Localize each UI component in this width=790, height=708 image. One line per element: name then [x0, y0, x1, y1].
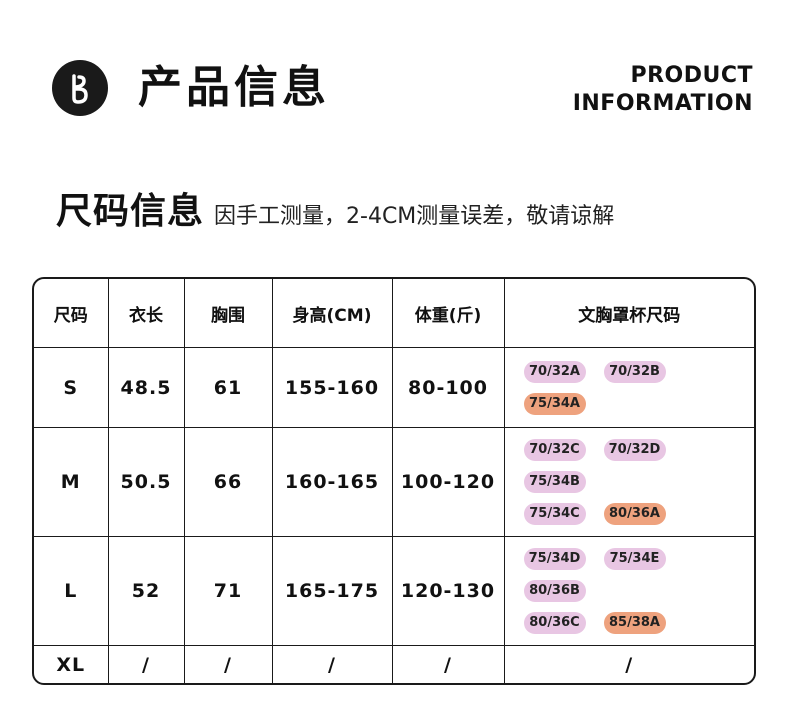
bra-size-badge: 80/36B [523, 580, 586, 602]
bra-size-badge: 75/34E [603, 548, 666, 570]
header-bra-size: 文胸罩杯尺码 [503, 279, 754, 348]
header-bust: 胸围 [183, 279, 273, 348]
weight-cell: 120-130 [391, 536, 505, 646]
size-cell: L [34, 536, 109, 646]
brand-logo-icon [52, 60, 108, 116]
height-cell: 165-175 [271, 536, 393, 646]
bust-cell: 61 [183, 347, 273, 428]
size-cell: S [34, 347, 109, 428]
page-title-english: PRODUCT INFORMATION [573, 62, 753, 118]
table-row: XL / / / / / [34, 645, 754, 683]
bra-size-badge: 75/34D [523, 548, 586, 570]
bra-size-badge: 80/36A [603, 503, 666, 525]
weight-cell: / [391, 645, 505, 683]
height-cell: 160-165 [271, 427, 393, 537]
height-cell: 155-160 [271, 347, 393, 428]
size-table: 尺码 衣长 胸围 身高(CM) 体重(斤) 文胸罩杯尺码 S 48.5 61 1… [32, 277, 756, 685]
bra-size-cell: / [503, 645, 754, 683]
bra-size-badge: 70/32B [603, 360, 666, 383]
size-info-heading: 尺码信息 因手工测量，2-4CM测量误差，敬请谅解 [56, 182, 614, 234]
title-en-line1: PRODUCT [630, 63, 753, 88]
weight-cell: 100-120 [391, 427, 505, 537]
bra-size-badge: 70/32D [603, 439, 666, 461]
table-row: L 52 71 165-175 120-130 75/34D 75/34E 80/3… [34, 536, 754, 646]
header-weight: 体重(斤) [391, 279, 505, 348]
bra-size-badge: 75/34C [523, 503, 586, 525]
table-row: S 48.5 61 155-160 80-100 70/32A 70/32B 75/… [34, 347, 754, 428]
bra-size-badge: 80/36C [523, 612, 586, 634]
header-height: 身高(CM) [271, 279, 393, 348]
bra-size-cell: 70/32A 70/32B 75/34A [503, 347, 754, 428]
length-cell: 52 [107, 536, 185, 646]
header-length: 衣长 [107, 279, 185, 348]
bra-size-badge: 85/38A [603, 612, 666, 634]
header-size: 尺码 [34, 279, 109, 348]
length-cell: 48.5 [107, 347, 185, 428]
length-cell: / [107, 645, 185, 683]
bust-cell: 71 [183, 536, 273, 646]
bra-size-badge: 75/34B [523, 471, 586, 493]
table-header-row: 尺码 衣长 胸围 身高(CM) 体重(斤) 文胸罩杯尺码 [34, 279, 754, 348]
bust-cell: / [183, 645, 273, 683]
length-cell: 50.5 [107, 427, 185, 537]
height-cell: / [271, 645, 393, 683]
table-row: M 50.5 66 160-165 100-120 70/32C 70/32D 75… [34, 427, 754, 537]
size-info-title: 尺码信息 [56, 191, 205, 232]
title-en-line2: INFORMATION [572, 91, 753, 116]
bra-size-badge: 70/32C [523, 439, 586, 461]
size-cell: M [34, 427, 109, 537]
size-cell: XL [34, 645, 109, 683]
bra-size-badge: 75/34A [523, 392, 586, 415]
bra-size-badge: 70/32A [523, 360, 586, 383]
bra-size-cell: 70/32C 70/32D 75/34B 75/34C 80/36A [503, 427, 754, 537]
bust-cell: 66 [183, 427, 273, 537]
weight-cell: 80-100 [391, 347, 505, 428]
page-title: 产品信息 [138, 62, 330, 113]
measurement-note: 因手工测量，2-4CM测量误差，敬请谅解 [214, 204, 615, 229]
bra-size-cell: 75/34D 75/34E 80/36B 80/36C 85/38A [503, 536, 754, 646]
